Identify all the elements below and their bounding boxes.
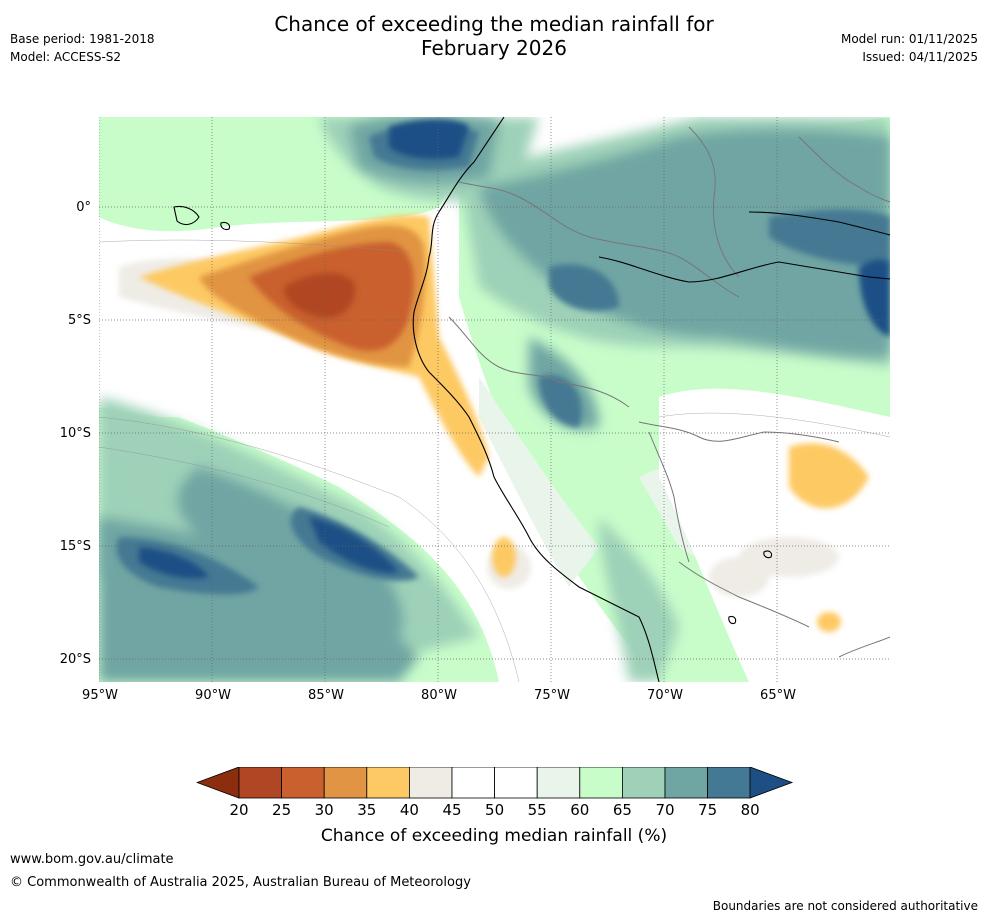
lon-label-65w: 65°W	[760, 688, 796, 703]
header-right-meta: Model run: 01/11/2025 Issued: 04/11/2025	[841, 30, 978, 66]
footer-disclaimer: Boundaries are not considered authoritat…	[712, 899, 978, 913]
colorbar-segment	[323, 767, 368, 799]
colorbar-segment	[451, 767, 495, 799]
colorbar-tick-label: 35	[357, 801, 377, 819]
coastline	[173, 117, 890, 682]
colorbar-segment	[408, 767, 453, 799]
lat-label-0: 0°	[76, 200, 91, 215]
lon-label-90w: 90°W	[195, 688, 231, 703]
contour-lines	[99, 239, 890, 682]
colorbar-tick-label: 70	[655, 801, 675, 819]
colorbar-tick-label: 50	[485, 801, 505, 819]
colorbar-segment	[621, 767, 666, 799]
base-period: Base period: 1981-2018	[10, 32, 155, 46]
lon-label-75w: 75°W	[534, 688, 570, 703]
lon-label-80w: 80°W	[421, 688, 457, 703]
colorbar-tick-label: 65	[612, 801, 632, 819]
footer-copyright: © Commonwealth of Australia 2025, Austra…	[10, 875, 471, 890]
header-left-meta: Base period: 1981-2018 Model: ACCESS-S2	[10, 30, 155, 66]
map-title-line1: Chance of exceeding the median rainfall …	[274, 12, 714, 36]
footer-website: www.bom.gov.au/climate	[10, 852, 174, 867]
field-above-80	[139, 119, 890, 579]
lat-label-5s: 5°S	[67, 313, 91, 328]
colorbar-tick-label: 45	[442, 801, 462, 819]
lon-label-85w: 85°W	[308, 688, 344, 703]
field-20-25	[284, 272, 355, 318]
lon-label-70w: 70°W	[647, 688, 683, 703]
colorbar-title: Chance of exceeding median rainfall (%)	[320, 826, 668, 846]
colorbar-tick-label: 20	[229, 801, 249, 819]
lat-label-10s: 10°S	[59, 426, 91, 441]
colorbar-tick-label: 75	[698, 801, 718, 819]
colorbar-segment	[494, 767, 538, 799]
lat-label-20s: 20°S	[59, 652, 91, 667]
colorbar-segment	[366, 767, 410, 799]
model-run: Model run: 01/11/2025	[840, 32, 978, 46]
colorbar-segment	[238, 767, 282, 799]
colorbar-segment	[536, 767, 581, 799]
colorbar-arrow-low	[196, 767, 240, 799]
colorbar-tick-label: 55	[527, 801, 547, 819]
model-name: Model: ACCESS-S2	[10, 50, 122, 64]
lat-label-15s: 15°S	[59, 539, 91, 554]
graticule	[99, 117, 890, 682]
colorbar-tick-label: 30	[314, 801, 334, 819]
map-title-line2: February 2026	[421, 36, 567, 60]
colorbar-tick-label: 40	[399, 801, 419, 819]
colorbar-tick-label: 80	[740, 801, 760, 819]
issued-date: Issued: 04/11/2025	[862, 50, 978, 64]
colorbar-segment	[707, 767, 751, 799]
colorbar-segment	[579, 767, 623, 799]
map-title: Chance of exceeding the median rainfall …	[0, 12, 988, 60]
colorbar	[196, 767, 794, 799]
colorbar-tick-label: 25	[272, 801, 292, 819]
colorbar-segment	[664, 767, 708, 799]
colorbar-segment	[281, 767, 325, 799]
colorbar-arrow-high	[749, 767, 794, 799]
country-borders	[448, 126, 890, 658]
lon-label-95w: 95°W	[82, 688, 118, 703]
rainfall-probability-map	[99, 117, 890, 682]
colorbar-tick-label: 60	[570, 801, 590, 819]
